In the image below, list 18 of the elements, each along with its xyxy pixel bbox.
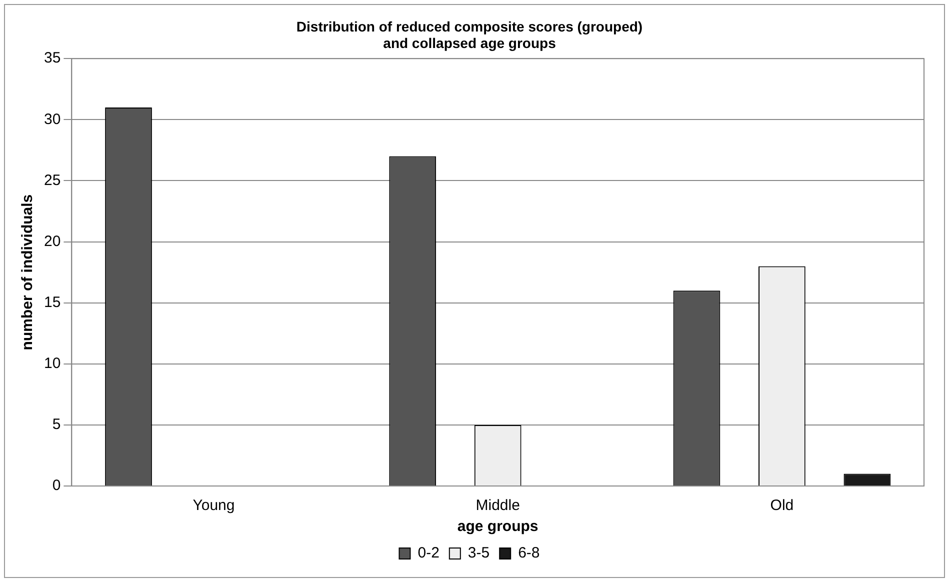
legend-label: 0-2 <box>418 544 440 562</box>
y-axis-title: number of individuals <box>19 194 36 350</box>
x-tick-label: Middle <box>476 497 520 514</box>
y-tick-label: 10 <box>44 355 61 372</box>
x-tick-label: Young <box>192 497 235 514</box>
y-tick-label: 30 <box>44 110 61 128</box>
x-tick-label: Old <box>770 497 794 514</box>
legend-label: 3-5 <box>468 544 490 562</box>
x-axis-title: age groups <box>457 518 538 536</box>
y-tick-label: 35 <box>44 50 61 67</box>
text: Distribution of reduced composite scores (grouped) <box>296 18 643 34</box>
y-tick-label: 15 <box>44 294 61 311</box>
y-tick-label: 0 <box>52 477 61 494</box>
y-tick-label: 5 <box>52 416 61 434</box>
y-tick-label: 25 <box>44 172 61 189</box>
legend-label: 6-8 <box>518 544 540 562</box>
text: and collapsed age groups <box>383 35 556 52</box>
y-tick-label: 20 <box>44 232 61 250</box>
